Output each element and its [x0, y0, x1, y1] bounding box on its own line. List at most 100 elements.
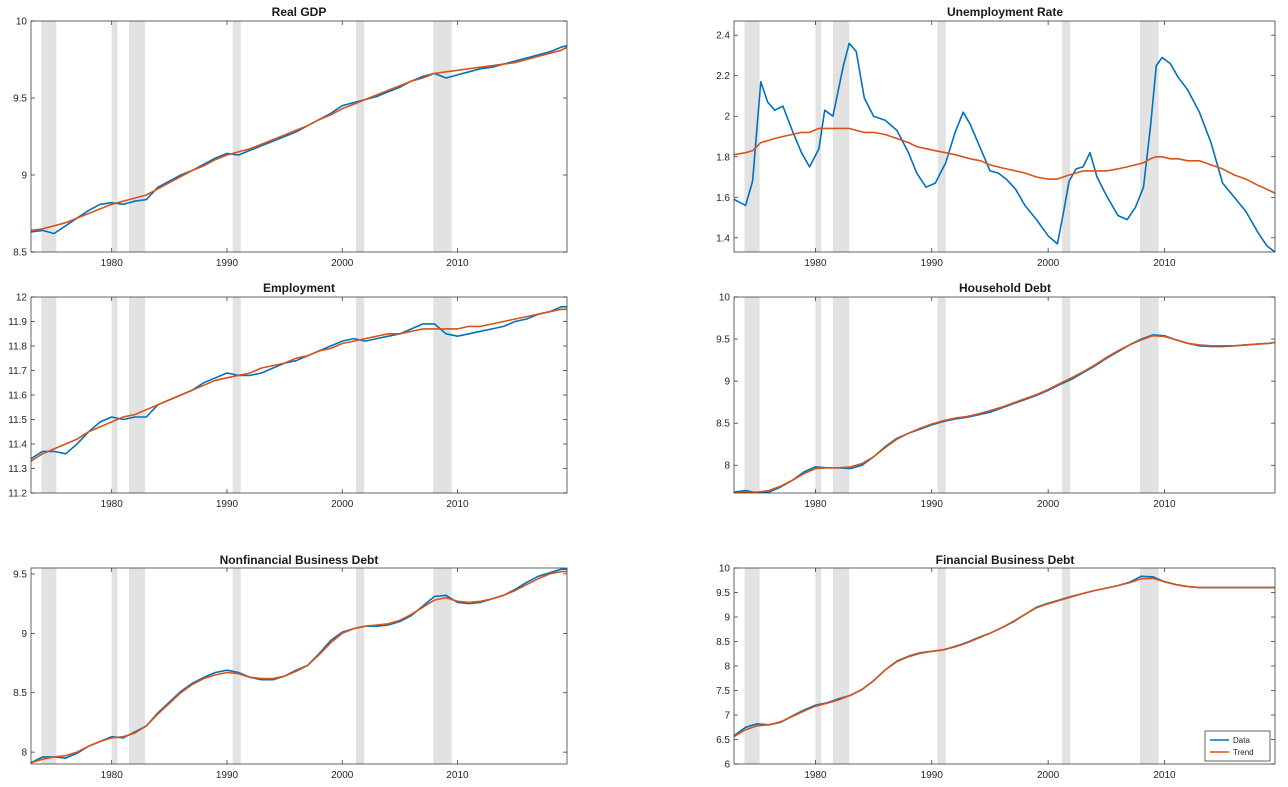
- series-line-trend: [31, 46, 567, 232]
- panel-household-debt: Household Debt 8 8.5 9 9.5 10 1980 1990 2000 201…: [716, 281, 1276, 510]
- y-tick-label: 11.9: [8, 317, 27, 328]
- y-tick-label: 9: [724, 377, 730, 388]
- chart-title: Household Debt: [959, 281, 1051, 295]
- recession-band: [232, 21, 241, 252]
- recession-band: [937, 297, 946, 493]
- y-tick-label: 9.5: [13, 569, 27, 580]
- recession-band: [129, 21, 146, 252]
- x-tick-label: 2000: [1037, 258, 1060, 269]
- y-tick-label: 9: [21, 629, 27, 640]
- y-tick-label: 9: [21, 171, 27, 182]
- recession-band: [937, 21, 946, 252]
- y-tick-label: 1.8: [716, 152, 730, 163]
- recession-band: [815, 568, 822, 764]
- x-tick-label: 1990: [216, 499, 239, 510]
- recession-band: [815, 21, 822, 252]
- recession-band: [111, 21, 118, 252]
- x-tick-label: 2000: [331, 258, 354, 269]
- y-tick-label: 11.5: [8, 415, 27, 426]
- recession-band: [433, 297, 452, 493]
- x-tick-label: 1980: [804, 258, 827, 269]
- recession-band: [356, 568, 365, 764]
- x-tick-label: 2000: [331, 499, 354, 510]
- legend-trend-label: Trend: [1233, 748, 1254, 757]
- recession-band: [1062, 297, 1071, 493]
- y-tick-label: 8.5: [716, 419, 730, 430]
- y-tick-label: 11.8: [8, 342, 27, 353]
- recession-band: [356, 21, 365, 252]
- x-tick-label: 2000: [1037, 770, 1060, 781]
- chart-title: Financial Business Debt: [936, 553, 1075, 567]
- recession-band: [815, 297, 822, 493]
- x-tick-label: 1990: [216, 258, 239, 269]
- x-tick-label: 1980: [101, 258, 124, 269]
- chart-title: Nonfinancial Business Debt: [220, 553, 379, 567]
- x-tick-label: 1980: [804, 770, 827, 781]
- recession-band: [433, 21, 452, 252]
- recession-band: [41, 297, 57, 493]
- x-tick-label: 2010: [1153, 258, 1176, 269]
- series-line-data: [734, 575, 1275, 737]
- panel-unemployment-rate: Unemployment Rate 1.4 1.6 1.8 2 2.2 2.4 1980 19…: [716, 5, 1276, 269]
- chart-title: Unemployment Rate: [947, 5, 1063, 19]
- chart-title: Real GDP: [272, 5, 327, 19]
- y-tick-label: 6: [724, 760, 730, 771]
- series-line-trend: [31, 308, 567, 462]
- series-line-data: [31, 568, 567, 764]
- x-tick-label: 1990: [216, 770, 239, 781]
- series-line-data: [31, 44, 567, 235]
- recession-band: [129, 297, 146, 493]
- y-tick-label: 8: [21, 748, 27, 759]
- recession-band: [1140, 568, 1159, 764]
- y-tick-label: 10: [16, 17, 28, 28]
- recession-band: [111, 568, 118, 764]
- axes-box: [733, 20, 1276, 253]
- series-line-trend: [31, 570, 567, 764]
- y-tick-label: 1.6: [716, 193, 730, 204]
- recession-band: [744, 21, 760, 252]
- recession-band: [832, 21, 850, 252]
- x-tick-label: 2010: [446, 258, 469, 269]
- axes-box: [30, 567, 568, 765]
- series-line-trend: [734, 577, 1275, 738]
- x-tick-label: 1990: [921, 499, 944, 510]
- y-tick-label: 11.4: [8, 440, 27, 451]
- recession-band: [744, 297, 760, 493]
- legend: Data Trend: [1204, 730, 1271, 762]
- recession-band: [1062, 568, 1071, 764]
- axes-box: [733, 567, 1276, 765]
- series-line-data: [31, 306, 567, 460]
- recession-band: [937, 568, 946, 764]
- recession-band: [356, 297, 365, 493]
- legend-data-label: Data: [1233, 736, 1250, 745]
- y-tick-label: 7: [724, 711, 730, 722]
- y-tick-label: 11.3: [8, 464, 27, 475]
- recession-band: [41, 568, 57, 764]
- axes-box: [733, 296, 1276, 494]
- y-tick-label: 9.5: [13, 94, 27, 105]
- recession-band: [832, 297, 850, 493]
- x-tick-label: 1980: [101, 499, 124, 510]
- x-tick-label: 2000: [331, 770, 354, 781]
- recession-band: [111, 297, 118, 493]
- recession-band: [41, 21, 57, 252]
- y-tick-label: 1.4: [716, 233, 730, 244]
- y-tick-label: 11.2: [8, 489, 27, 500]
- panel-employment: Employment 11.2 11.3 11.4 11.5 11.6 11.7 11.8 1…: [8, 281, 568, 510]
- y-tick-label: 8.5: [13, 688, 27, 699]
- y-tick-label: 2.2: [716, 71, 730, 82]
- x-tick-label: 2000: [1037, 499, 1060, 510]
- y-tick-label: 11.6: [8, 391, 27, 402]
- y-tick-label: 9.5: [716, 335, 730, 346]
- recession-band: [232, 568, 241, 764]
- axes-box: [30, 296, 568, 494]
- recession-band: [744, 568, 760, 764]
- y-tick-label: 9: [724, 613, 730, 624]
- recession-band: [232, 297, 241, 493]
- x-tick-label: 1980: [804, 499, 827, 510]
- x-tick-label: 2010: [446, 499, 469, 510]
- series-line-trend: [734, 127, 1275, 194]
- y-tick-label: 8.5: [13, 248, 27, 259]
- recession-band: [1140, 297, 1159, 493]
